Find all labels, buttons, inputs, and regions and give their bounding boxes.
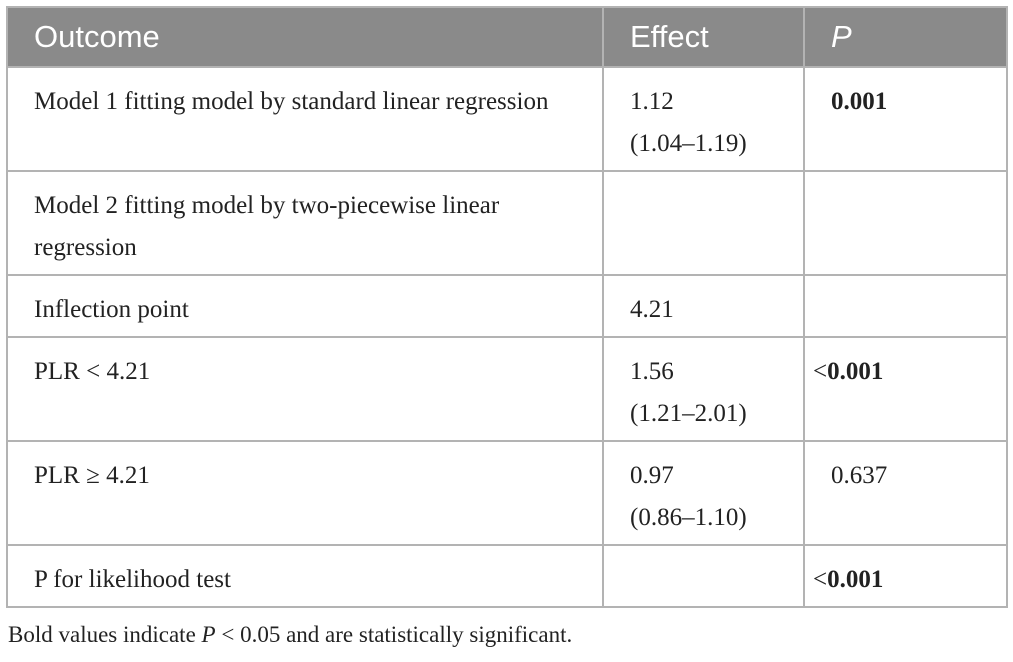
effect-cell: 4.21 — [602, 274, 805, 338]
results-table: Outcome Effect P Model 1 fitting model b… — [6, 6, 1008, 608]
table-row: P for likelihood test <0.001 — [6, 544, 1008, 608]
effect-cell: 1.56 (1.21–2.01) — [602, 336, 805, 442]
table-row: Model 2 fitting model by two-piecewise l… — [6, 170, 1008, 276]
header-cell: Outcome — [6, 6, 604, 68]
p-cell — [803, 170, 1008, 276]
p-cell: 0.001 — [803, 66, 1008, 172]
footnote-text: < 0.05 and are statistically significant… — [215, 622, 573, 647]
outcome-cell: PLR < 4.21 — [6, 336, 604, 442]
header-cell: P — [803, 6, 1008, 68]
footnote-italic: P — [201, 622, 216, 647]
table-row: Inflection point 4.21 — [6, 274, 1008, 338]
header-cell: Effect — [602, 6, 805, 68]
outcome-cell: P for likelihood test — [6, 544, 604, 608]
effect-line: 0.97 — [630, 462, 674, 489]
effect-cell — [602, 544, 805, 608]
outcome-cell: Model 2 fitting model by two-piecewise l… — [6, 170, 604, 276]
effect-line: (1.21–2.01) — [630, 400, 747, 427]
footnote: Bold values indicate P < 0.05 and are st… — [8, 622, 572, 648]
p-value: 0.001 — [831, 88, 888, 115]
effect-line: 1.56 — [630, 358, 674, 385]
header-row: Outcome Effect P — [6, 6, 1008, 68]
effect-line: (0.86–1.10) — [630, 504, 747, 531]
p-value: 0.637 — [831, 462, 888, 489]
effect-line: 4.21 — [630, 296, 674, 323]
p-value: 0.001 — [827, 358, 884, 385]
p-value: 0.001 — [827, 566, 884, 593]
outcome-cell: PLR ≥ 4.21 — [6, 440, 604, 546]
p-prefix: < — [813, 566, 828, 593]
table-row: PLR ≥ 4.21 0.97 (0.86–1.10) 0.637 — [6, 440, 1008, 546]
outcome-cell: Model 1 fitting model by standard linear… — [6, 66, 604, 172]
effect-line: 1.12 — [630, 88, 674, 115]
p-cell — [803, 274, 1008, 338]
footnote-text: Bold values indicate — [8, 622, 202, 647]
p-prefix: < — [813, 358, 828, 385]
effect-cell: 0.97 (0.86–1.10) — [602, 440, 805, 546]
table-row: PLR < 4.21 1.56 (1.21–2.01) <0.001 — [6, 336, 1008, 442]
table-body: Model 1 fitting model by standard linear… — [6, 66, 1008, 608]
outcome-cell: Inflection point — [6, 274, 604, 338]
p-cell: <0.001 — [803, 544, 1008, 608]
p-cell: <0.001 — [803, 336, 1008, 442]
effect-line: (1.04–1.19) — [630, 130, 747, 157]
p-cell: 0.637 — [803, 440, 1008, 546]
effect-cell — [602, 170, 805, 276]
effect-cell: 1.12 (1.04–1.19) — [602, 66, 805, 172]
table-row: Model 1 fitting model by standard linear… — [6, 66, 1008, 172]
